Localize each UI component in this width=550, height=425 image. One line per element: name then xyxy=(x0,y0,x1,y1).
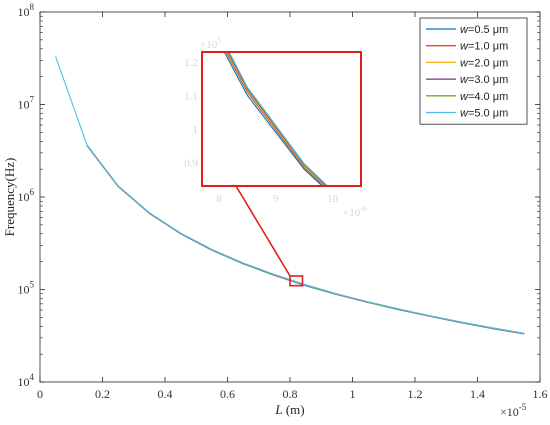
legend-label: =1.0 μm xyxy=(468,41,508,53)
legend-label: =5.0 μm xyxy=(468,108,508,120)
legend-entry-0: w=0.5 μm xyxy=(460,24,508,36)
y-tick-power: 7 xyxy=(30,95,35,105)
inset-x-tick-label: 10 xyxy=(327,193,339,205)
legend-label: =0.5 μm xyxy=(468,24,508,36)
inset-x-tick-label: 9 xyxy=(273,193,279,205)
y-tick-base: 10 xyxy=(18,190,30,204)
x-exponent-base: ×10 xyxy=(500,405,519,419)
legend-var: w xyxy=(460,24,469,36)
x-tick-label: 0.6 xyxy=(220,387,235,401)
inset-series-line-3 xyxy=(227,52,328,186)
y-tick-base: 10 xyxy=(18,375,30,389)
x-exponent-power: -5 xyxy=(519,402,527,412)
zoom-connector-line xyxy=(235,185,291,277)
y-tick-power: 4 xyxy=(30,372,35,382)
inset-y-tick-label: 1 xyxy=(193,124,199,136)
legend-label: =4.0 μm xyxy=(468,91,508,103)
y-tick-base: 10 xyxy=(18,98,30,112)
legend-box xyxy=(419,17,528,125)
inset-background xyxy=(202,52,361,186)
inset-x-exponent-base: ×10 xyxy=(343,207,361,219)
y-tick-power: 5 xyxy=(30,280,35,290)
y-tick-base: 10 xyxy=(18,5,30,19)
inset-y-exponent-power: 5 xyxy=(217,36,221,45)
x-tick-label: 0.8 xyxy=(283,387,298,401)
x-axis-unit: (m) xyxy=(283,402,305,417)
axis-labels: L (m)Frequency(Hz)×10-5 xyxy=(2,158,527,419)
x-tick-label: 1.4 xyxy=(470,387,485,401)
x-axis-title: L (m) xyxy=(274,402,304,417)
inset-y-exponent: ×105 xyxy=(200,36,221,51)
inset-x-exponent-power: -6 xyxy=(360,204,367,213)
inset-y-tick-label: 0.9 xyxy=(184,158,198,170)
y-tick-base: 10 xyxy=(18,283,30,297)
legend-entry-2: w=2.0 μm xyxy=(460,57,508,69)
legend-var: w xyxy=(460,108,469,120)
legend-entry-1: w=1.0 μm xyxy=(460,41,508,53)
zoom-region-box xyxy=(289,275,304,287)
y-axis-title: Frequency(Hz) xyxy=(2,158,17,237)
inset-y-tick-label: 1.1 xyxy=(184,91,198,103)
inset-y-tick-label: 1.2 xyxy=(184,57,198,69)
legend-entry-5: w=5.0 μm xyxy=(460,108,508,120)
inset-y-exponent-base: ×10 xyxy=(200,39,218,51)
legend: w=0.5 μmw=1.0 μmw=2.0 μmw=3.0 μmw=4.0 μm… xyxy=(419,17,528,125)
y-tick-label: 107 xyxy=(18,95,35,112)
x-tick-label: 1.6 xyxy=(533,387,548,401)
inset-series-line-0 xyxy=(223,52,324,186)
x-tick-label: 0.2 xyxy=(95,387,110,401)
legend-entry-3: w=3.0 μm xyxy=(460,74,508,86)
inset-series-line-2 xyxy=(226,52,327,186)
inset-series-group xyxy=(223,52,329,186)
inset-series-line-1 xyxy=(225,52,325,186)
x-axis-variable: L xyxy=(274,402,282,417)
legend-var: w xyxy=(460,74,469,86)
legend-var: w xyxy=(460,57,469,69)
x-tick-label: 1 xyxy=(350,387,356,401)
legend-var: w xyxy=(460,91,469,103)
x-tick-label: 1.2 xyxy=(408,387,423,401)
y-tick-label: 106 xyxy=(18,187,35,204)
x-axis-exponent: ×10-5 xyxy=(500,402,527,419)
zoom-inset: 8 9 101.21.110.9×10-6×105 xyxy=(184,36,367,219)
y-tick-label: 104 xyxy=(18,372,35,389)
inset-frame xyxy=(201,51,362,187)
x-tick-label: 0.4 xyxy=(158,387,173,401)
y-tick-label: 105 xyxy=(18,280,35,297)
inset-x-tick-label: 8 xyxy=(216,193,222,205)
legend-entry-4: w=4.0 μm xyxy=(460,91,508,103)
legend-label: =2.0 μm xyxy=(468,57,508,69)
y-tick-label: 108 xyxy=(18,2,35,19)
inset-x-exponent: ×10-6 xyxy=(343,204,367,219)
y-tick-power: 8 xyxy=(30,2,35,12)
legend-var: w xyxy=(460,41,469,53)
legend-label: =3.0 μm xyxy=(468,74,508,86)
x-tick-label: 0 xyxy=(37,387,43,401)
y-tick-power: 6 xyxy=(30,187,35,197)
